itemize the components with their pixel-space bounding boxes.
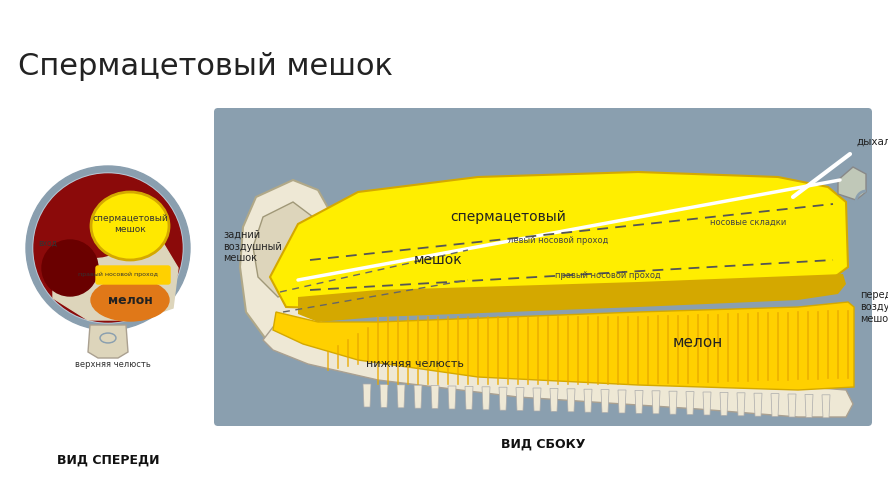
FancyBboxPatch shape bbox=[214, 108, 872, 426]
Text: мелон: мелон bbox=[107, 293, 153, 306]
Polygon shape bbox=[240, 180, 340, 342]
Circle shape bbox=[42, 240, 98, 296]
Polygon shape bbox=[838, 167, 866, 200]
Polygon shape bbox=[533, 388, 541, 411]
Polygon shape bbox=[720, 392, 728, 415]
Text: спермацетовый: спермацетовый bbox=[450, 210, 566, 224]
Polygon shape bbox=[754, 393, 762, 416]
FancyBboxPatch shape bbox=[96, 266, 170, 284]
Polygon shape bbox=[584, 389, 592, 412]
Polygon shape bbox=[567, 389, 575, 412]
Text: нижняя челюсть: нижняя челюсть bbox=[366, 359, 464, 369]
Polygon shape bbox=[635, 390, 643, 413]
Ellipse shape bbox=[91, 192, 169, 260]
Ellipse shape bbox=[91, 279, 169, 321]
Polygon shape bbox=[669, 391, 677, 414]
Text: мелон: мелон bbox=[673, 335, 723, 350]
Polygon shape bbox=[737, 393, 745, 416]
Ellipse shape bbox=[101, 335, 115, 342]
Text: правый носовой проход: правый носовой проход bbox=[78, 271, 158, 276]
Text: носовые складки: носовые складки bbox=[710, 218, 786, 227]
Polygon shape bbox=[788, 394, 796, 417]
Polygon shape bbox=[618, 390, 626, 413]
Polygon shape bbox=[805, 394, 813, 417]
Polygon shape bbox=[397, 385, 405, 408]
Polygon shape bbox=[363, 384, 371, 407]
Polygon shape bbox=[516, 387, 524, 410]
Circle shape bbox=[33, 173, 183, 323]
Polygon shape bbox=[270, 172, 848, 308]
Polygon shape bbox=[298, 274, 846, 322]
Polygon shape bbox=[703, 392, 711, 415]
Polygon shape bbox=[771, 393, 779, 417]
Polygon shape bbox=[448, 386, 456, 409]
Circle shape bbox=[34, 174, 182, 322]
Circle shape bbox=[26, 166, 190, 330]
Text: задний
воздушный
мешок: задний воздушный мешок bbox=[223, 230, 281, 263]
Text: вход: вход bbox=[38, 239, 57, 248]
Text: дыхало: дыхало bbox=[856, 137, 888, 147]
Text: спермацетовый
мешок: спермацетовый мешок bbox=[92, 214, 168, 234]
Polygon shape bbox=[550, 388, 558, 411]
Text: верхняя челюсть: верхняя челюсть bbox=[75, 360, 151, 369]
Polygon shape bbox=[822, 395, 830, 418]
Text: левый носовой проход: левый носовой проход bbox=[508, 236, 608, 245]
Polygon shape bbox=[88, 325, 128, 358]
Polygon shape bbox=[273, 302, 854, 390]
Polygon shape bbox=[465, 386, 473, 409]
Text: ВИД СБОКУ: ВИД СБОКУ bbox=[501, 438, 585, 451]
Text: мешок: мешок bbox=[414, 253, 463, 267]
Polygon shape bbox=[53, 243, 178, 320]
Polygon shape bbox=[380, 384, 388, 407]
Polygon shape bbox=[499, 387, 507, 410]
Text: правый носовой проход: правый носовой проход bbox=[555, 270, 661, 279]
Polygon shape bbox=[482, 387, 490, 410]
Text: Спермацетовый мешок: Спермацетовый мешок bbox=[18, 52, 392, 81]
Polygon shape bbox=[253, 202, 318, 297]
Polygon shape bbox=[431, 385, 439, 408]
Ellipse shape bbox=[100, 333, 116, 343]
Polygon shape bbox=[686, 391, 694, 415]
Polygon shape bbox=[601, 389, 609, 413]
Text: ВИД СПЕРЕДИ: ВИД СПЕРЕДИ bbox=[57, 454, 159, 467]
Polygon shape bbox=[414, 385, 422, 408]
Text: передний
воздушный
мешок: передний воздушный мешок bbox=[860, 290, 888, 324]
Polygon shape bbox=[652, 391, 660, 414]
Polygon shape bbox=[263, 327, 853, 417]
